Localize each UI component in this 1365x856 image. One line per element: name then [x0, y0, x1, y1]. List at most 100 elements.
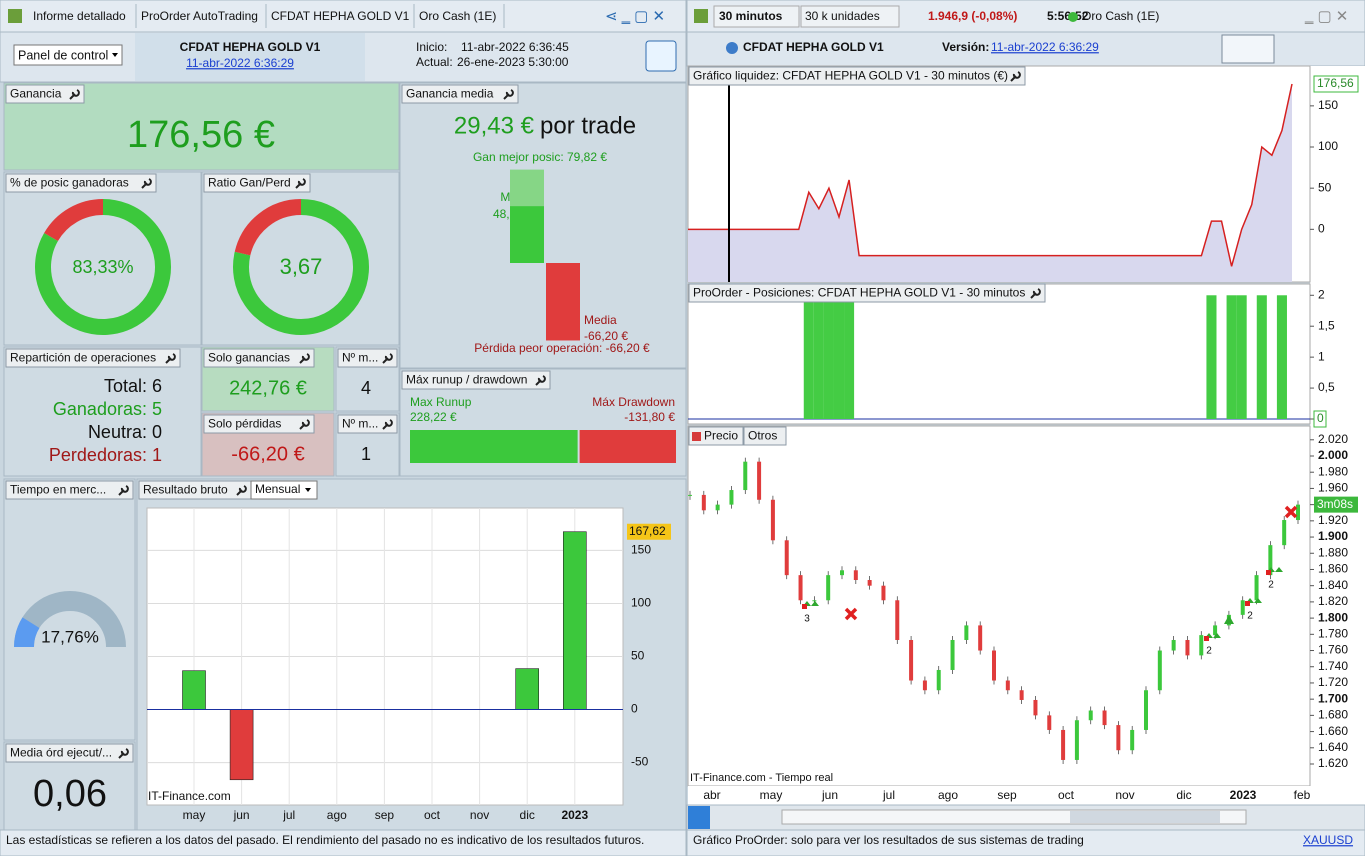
symbol-link[interactable]: XAUUSD: [1303, 833, 1353, 847]
scroll-thumb[interactable]: [1070, 811, 1220, 823]
value: 242,76 €: [229, 377, 307, 399]
tab[interactable]: CFDAT HEPHA GOLD V1: [271, 9, 410, 23]
wrench-icon: [236, 485, 247, 496]
donut-label: 83,33%: [72, 257, 133, 277]
y-tick-label: 1.620: [1318, 756, 1348, 770]
donut-win: [35, 199, 171, 335]
y-tick-label: 1.780: [1318, 626, 1348, 640]
tab[interactable]: Oro Cash (1E): [419, 9, 496, 23]
start-label: Inicio:: [416, 40, 447, 54]
share-button[interactable]: [688, 806, 710, 829]
dropdown[interactable]: [13, 44, 123, 66]
position-bar: [833, 295, 845, 419]
x-tick-label: oct: [424, 808, 441, 822]
wrench-icon: [382, 419, 393, 430]
wrench-icon: [299, 353, 310, 364]
y-tick-label: 150: [1318, 98, 1338, 112]
version-link[interactable]: 11-abr-2022 6:36:29: [991, 40, 1099, 54]
position-bar: [1256, 295, 1267, 419]
candle-body: [812, 600, 817, 602]
time: 5:56:52: [1047, 9, 1089, 23]
exit-dot: [1266, 570, 1271, 575]
candle-body: [798, 575, 803, 601]
dropdown[interactable]: [800, 5, 900, 28]
drawdown-label: Máx Drawdown: [592, 395, 675, 409]
window-controls[interactable]: ‗ ▢ ✕: [1304, 8, 1348, 25]
donut-label: 3,67: [280, 254, 323, 279]
candle-body: [715, 504, 720, 511]
bar: [546, 263, 580, 341]
timeframe: 30 minutos: [719, 9, 783, 23]
candle-body: [770, 499, 775, 541]
x-tick-label: sep: [375, 808, 395, 822]
x-tick-label: jun: [821, 788, 838, 802]
panel-title-box: [203, 173, 311, 193]
panel-title-box: [688, 66, 1026, 86]
avg-unit: por trade: [540, 112, 636, 139]
dropdown[interactable]: [250, 480, 318, 500]
count-label: Total:: [104, 376, 147, 396]
panel-title: Media órd ejecut/...: [10, 746, 112, 760]
app-icon: [694, 9, 708, 23]
panel-title: Solo pérdidas: [208, 417, 281, 431]
tab[interactable]: Otros: [748, 429, 777, 443]
report-icon[interactable]: [645, 40, 677, 72]
candle-body: [1296, 504, 1300, 521]
y-tick-label: 1.720: [1318, 675, 1348, 689]
y-tick-label: -50: [631, 755, 649, 769]
gauge-value: [14, 617, 40, 648]
y-tick-label: 1.820: [1318, 594, 1348, 608]
candle-body: [853, 570, 858, 581]
version-link[interactable]: 11-abr-2022 6:36:29: [186, 56, 294, 70]
count-value: 5: [152, 399, 162, 419]
chart-icon[interactable]: [1221, 34, 1275, 64]
tab[interactable]: ProOrder AutoTrading: [141, 9, 258, 23]
drawdown-bar: [579, 430, 676, 463]
trade-count: 2: [1247, 611, 1253, 622]
window-controls[interactable]: ⋖ ‗ ▢ ✕: [605, 8, 665, 25]
y-tick-label: 0,5: [1318, 380, 1335, 394]
candle-body: [1033, 699, 1038, 716]
equity-line: [688, 83, 1293, 267]
donut-loss: [234, 199, 302, 256]
wrench-icon: [165, 353, 176, 364]
y-tick-label: 1,5: [1318, 318, 1335, 332]
big-value: 176,56 €: [127, 114, 275, 156]
wrench-icon: [118, 485, 129, 496]
bar: [182, 670, 206, 710]
dropdown[interactable]: [713, 5, 800, 28]
y-tick-label: 1.980: [1318, 464, 1348, 478]
panel-title: Solo ganancias: [208, 351, 290, 365]
candle-body: [1240, 600, 1245, 615]
position-bar: [1276, 295, 1287, 419]
x-tick-label: dic: [1176, 788, 1191, 802]
y-tick-label: 1.920: [1318, 513, 1348, 527]
wrench-icon: [1010, 71, 1021, 82]
candle-body: [950, 639, 955, 670]
entry-arrow: [1224, 615, 1234, 624]
y-tick-label: 1: [1318, 349, 1325, 363]
x-axis-strip: [688, 786, 1365, 805]
panel-title-box: [203, 414, 315, 434]
last-value-box: [1313, 75, 1359, 93]
candle-body: [881, 585, 886, 601]
position-bar: [1206, 295, 1217, 419]
system-name: CFDAT HEPHA GOLD V1: [180, 40, 321, 54]
y-tick-label: 50: [1318, 180, 1332, 194]
position-bar: [823, 295, 834, 419]
wrench-icon: [299, 419, 310, 430]
plot-area: [687, 425, 1311, 787]
tab[interactable]: Precio: [704, 429, 738, 443]
position-bar: [813, 295, 824, 419]
tab[interactable]: Informe detallado: [33, 9, 126, 23]
candle-body: [867, 580, 872, 586]
dropdown-label: Mensual: [255, 482, 300, 496]
y-tick-label: 1.860: [1318, 562, 1348, 576]
panel-title-box: [5, 84, 85, 104]
x-tick-label: jun: [233, 808, 250, 822]
panel-title-box: [688, 283, 1046, 303]
panel-title: Ganancia media: [406, 87, 494, 101]
countdown-box: [1314, 496, 1358, 513]
countdown: 3m08s: [1317, 497, 1353, 511]
